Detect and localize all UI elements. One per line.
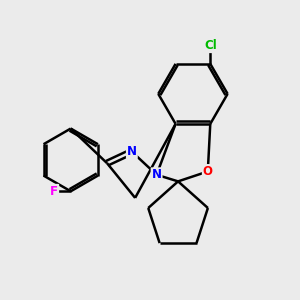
Text: N: N [152,168,162,181]
Text: Cl: Cl [204,39,217,52]
Text: F: F [50,185,58,198]
Text: N: N [127,145,137,158]
Text: O: O [203,165,213,178]
